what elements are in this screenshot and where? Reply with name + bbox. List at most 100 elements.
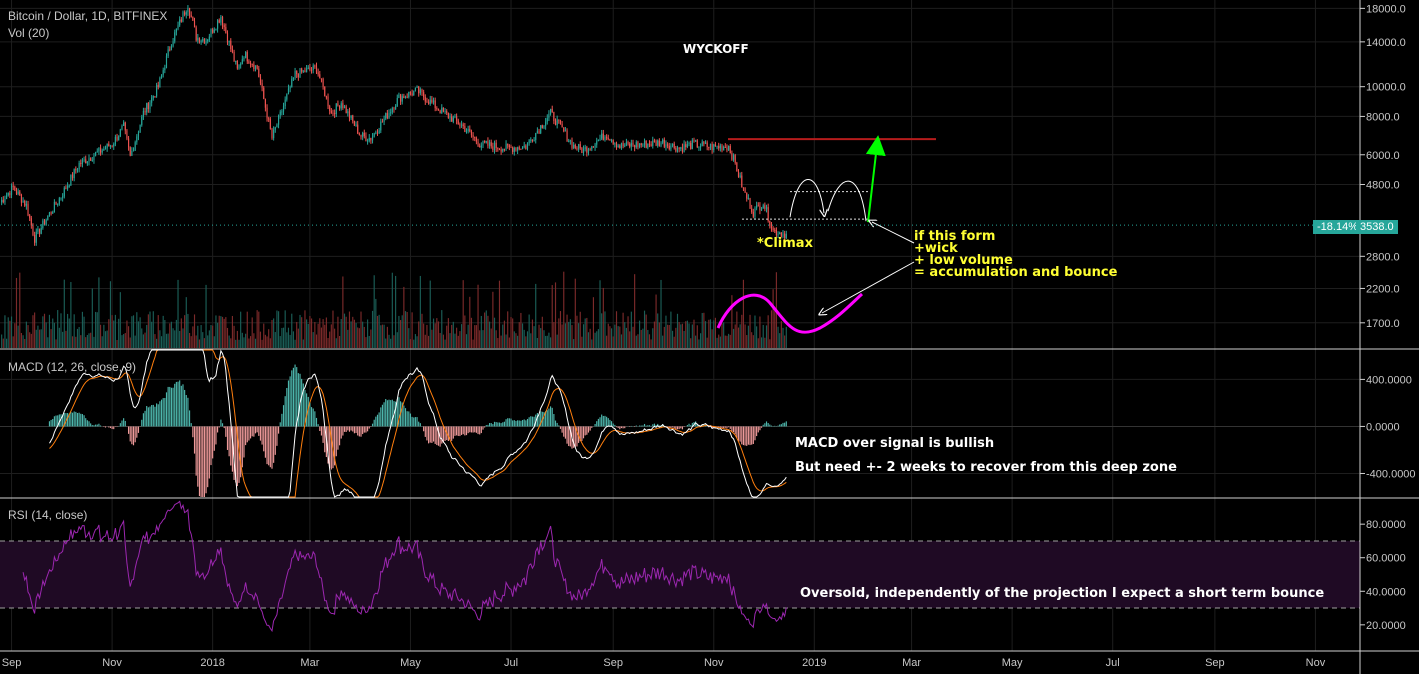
volume-bar bbox=[1, 334, 3, 348]
candle-body bbox=[426, 101, 428, 103]
candle-body bbox=[484, 140, 486, 143]
macd-histogram-bar bbox=[688, 423, 690, 427]
macd-histogram-bar bbox=[479, 426, 481, 435]
candle-body bbox=[647, 143, 649, 148]
candle-body bbox=[81, 159, 83, 164]
candle-body bbox=[10, 185, 13, 196]
wick-arrow bbox=[872, 222, 915, 244]
macd-histogram-bar bbox=[245, 426, 247, 446]
candle-body bbox=[381, 121, 384, 123]
volume-bar bbox=[762, 324, 764, 348]
volume-bar bbox=[119, 292, 121, 348]
volume-bar bbox=[759, 316, 761, 348]
volume-bar bbox=[485, 310, 487, 348]
candle-body bbox=[726, 147, 728, 151]
macd-histogram-bar bbox=[241, 426, 243, 468]
volume-bar bbox=[579, 311, 581, 348]
volume-bar bbox=[320, 327, 323, 348]
candle-body bbox=[243, 57, 245, 60]
volume-bar bbox=[536, 337, 538, 348]
volume-bar bbox=[126, 320, 128, 348]
volume-bar bbox=[256, 310, 258, 348]
candle-body bbox=[47, 216, 49, 220]
candle-body bbox=[436, 108, 438, 110]
breakout-arrow bbox=[865, 135, 886, 223]
macd-histogram-bar bbox=[170, 387, 173, 427]
candle-body bbox=[317, 72, 319, 75]
volume-bar bbox=[716, 337, 718, 348]
candle-body bbox=[395, 106, 397, 110]
candle-body bbox=[114, 136, 116, 145]
volume-bar bbox=[446, 325, 448, 348]
candle-body bbox=[452, 117, 454, 122]
volume-bar bbox=[357, 327, 359, 348]
candle-body bbox=[713, 144, 715, 151]
candle-body bbox=[221, 16, 224, 26]
volume-bar bbox=[594, 332, 596, 348]
macd-histogram-bar bbox=[530, 416, 532, 427]
volume-bar bbox=[467, 324, 469, 348]
volume-bar bbox=[568, 321, 570, 348]
macd-histogram-bar bbox=[719, 426, 721, 428]
candle-body bbox=[376, 132, 379, 134]
volume-bar bbox=[132, 315, 135, 348]
volume-bar bbox=[365, 337, 367, 348]
candle-body bbox=[322, 78, 324, 87]
macd-histogram-bar bbox=[264, 426, 266, 458]
volume-bar bbox=[99, 324, 102, 348]
candle-body bbox=[530, 139, 532, 141]
candle-body bbox=[287, 88, 290, 95]
volume-bar bbox=[610, 328, 613, 348]
volume-bar bbox=[12, 336, 14, 348]
macd-histogram-bar bbox=[151, 405, 153, 427]
candle-body bbox=[482, 140, 484, 146]
candle-body bbox=[714, 144, 716, 147]
macd-histogram-bar bbox=[197, 426, 199, 487]
candle-body bbox=[432, 100, 435, 103]
macd-histogram-bar bbox=[353, 426, 355, 434]
macd-histogram-bar bbox=[482, 426, 484, 430]
volume-bar bbox=[780, 321, 782, 348]
candle-body bbox=[521, 146, 524, 150]
candle-body bbox=[185, 12, 187, 15]
candle-body bbox=[17, 191, 19, 194]
volume-bar bbox=[355, 323, 357, 348]
macd-indicator-label[interactable]: MACD (12, 26, close, 9) bbox=[8, 360, 137, 374]
macd-histogram-bar bbox=[619, 426, 621, 430]
macd-histogram-bar bbox=[88, 421, 90, 427]
candle-body bbox=[378, 130, 380, 134]
candle-body bbox=[442, 107, 445, 112]
candle-body bbox=[533, 139, 535, 142]
volume-bar bbox=[512, 318, 514, 348]
volume-bar bbox=[629, 331, 631, 348]
macd-histogram-bar bbox=[238, 426, 240, 483]
volume-bar bbox=[193, 314, 196, 348]
macd-histogram-bar bbox=[505, 419, 507, 427]
volume-bar bbox=[653, 321, 655, 348]
volume-bar bbox=[154, 334, 156, 348]
volume-bar bbox=[233, 325, 235, 348]
macd-histogram-bar bbox=[248, 426, 250, 441]
macd-histogram-bar bbox=[301, 378, 303, 427]
macd-histogram-bar bbox=[581, 426, 583, 441]
macd-histogram-bar bbox=[764, 423, 766, 427]
macd-histogram-bar bbox=[396, 399, 398, 427]
candle-body bbox=[388, 112, 390, 119]
macd-histogram-bar bbox=[240, 426, 242, 478]
rsi-indicator-label[interactable]: RSI (14, close) bbox=[8, 508, 88, 522]
time-tick-label: Mar bbox=[902, 657, 921, 669]
macd-histogram-bar bbox=[289, 376, 291, 427]
macd-histogram-bar bbox=[528, 417, 530, 427]
volume-bar bbox=[190, 336, 192, 348]
macd-histogram-bar bbox=[169, 386, 171, 427]
candle-body bbox=[403, 96, 405, 98]
candle-body bbox=[109, 145, 112, 147]
time-tick-label: Jul bbox=[504, 657, 518, 669]
volume-indicator-label[interactable]: Vol (20) bbox=[8, 26, 50, 40]
volume-bar bbox=[627, 316, 629, 348]
macd-histogram-bar bbox=[751, 426, 753, 445]
candle-body bbox=[711, 144, 713, 151]
volume-bar bbox=[667, 324, 669, 348]
symbol-title[interactable]: Bitcoin / Dollar, 1D, BITFINEX bbox=[8, 9, 168, 23]
